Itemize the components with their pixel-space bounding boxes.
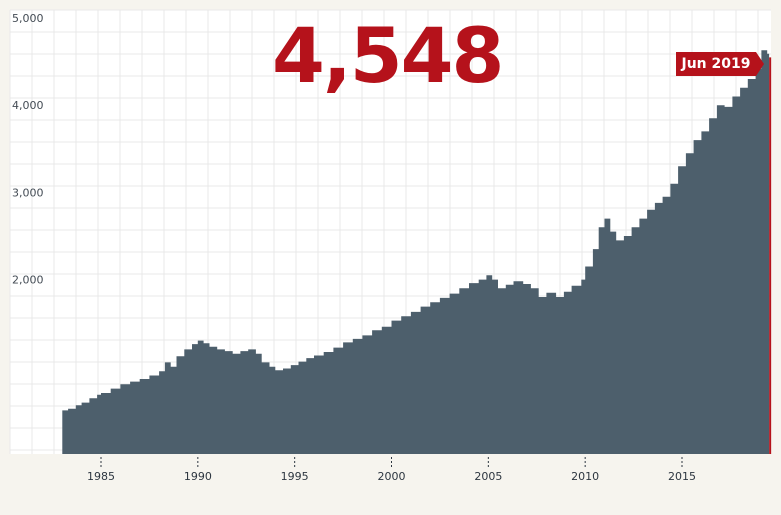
x-tick-label: 2015 xyxy=(668,470,696,483)
y-tick-label: 3,000 xyxy=(12,186,44,199)
area-layer xyxy=(62,50,770,455)
x-tick-label: 2005 xyxy=(474,470,502,483)
y-axis-ticks: 2,000 3,000 4,000 5,000 xyxy=(12,12,44,287)
headline-value: 4,548 xyxy=(272,11,504,100)
x-tick-label: 2000 xyxy=(378,470,406,483)
x-tick-label: 1995 xyxy=(281,470,309,483)
date-badge-arrow xyxy=(756,52,764,76)
x-tick-label: 2010 xyxy=(571,470,599,483)
y-tick-label: 5,000 xyxy=(12,12,44,25)
series-area xyxy=(62,50,770,455)
y-tick-label: 4,000 xyxy=(12,99,44,112)
x-axis-ticks: 1985 1990 1995 2000 2005 2010 2015 xyxy=(87,457,696,483)
x-tick-label: 1985 xyxy=(87,470,115,483)
date-badge: Jun 2019 xyxy=(676,52,756,76)
y-tick-label: 2,000 xyxy=(12,274,44,287)
x-tick-label: 1990 xyxy=(184,470,212,483)
